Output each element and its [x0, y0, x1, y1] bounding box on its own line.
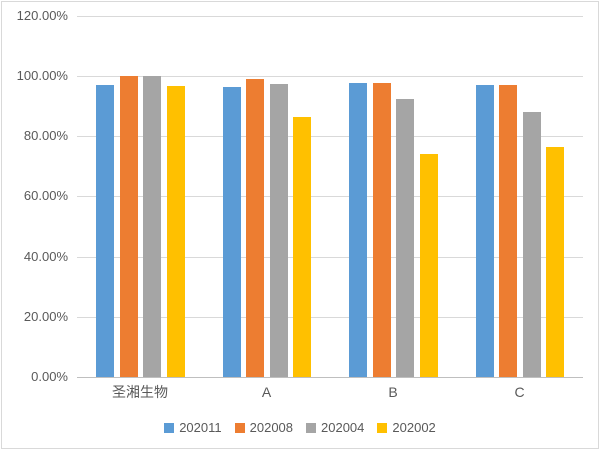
- bar-202002-3: [546, 146, 564, 377]
- bar-202002-1: [293, 116, 311, 377]
- gridline: [77, 196, 583, 198]
- gridline: [77, 76, 583, 77]
- bar-202011-0: [96, 84, 114, 377]
- gridline: [77, 15, 583, 17]
- legend-swatch-icon: [164, 423, 175, 433]
- bar-202002-0: [166, 85, 185, 377]
- legend-swatch-icon: [377, 423, 388, 433]
- x-axis-category-label: B: [388, 384, 398, 400]
- bar-202004-3: [522, 112, 541, 377]
- bar-202008-2: [372, 82, 391, 377]
- legend-item-202011: 202011: [164, 420, 222, 435]
- bar-202004-0: [143, 76, 161, 377]
- x-axis-category-label: A: [261, 384, 272, 400]
- y-axis-tick-label: 80.00%: [23, 128, 68, 144]
- legend-label: 202008: [249, 420, 294, 435]
- bar-202011-2: [349, 83, 367, 377]
- bar-202002-2: [419, 154, 438, 377]
- bar-202008-1: [246, 79, 264, 377]
- legend-swatch-icon: [306, 423, 317, 433]
- y-axis-tick-label: 100.00%: [16, 68, 68, 83]
- y-axis-tick-label: 20.00%: [23, 308, 68, 324]
- bar-202008-3: [499, 85, 517, 377]
- x-axis-category-label: C: [514, 384, 525, 400]
- bar-202011-1: [222, 87, 241, 377]
- gridline: [77, 136, 583, 138]
- legend-item-202004: 202004: [306, 421, 364, 435]
- legend-label: 202011: [179, 420, 222, 435]
- legend-item-202008: 202008: [234, 420, 294, 435]
- legend: 202011 202008 202004 202002: [0, 419, 600, 437]
- gridline: [77, 316, 583, 318]
- bar-202011-3: [475, 85, 494, 377]
- bar-202004-2: [396, 99, 414, 377]
- x-axis-category-label: 圣湘生物: [112, 384, 168, 400]
- bar-202004-1: [269, 84, 288, 377]
- legend-item-202002: 202002: [377, 420, 436, 435]
- y-axis-tick-label: 120.00%: [16, 7, 68, 23]
- y-axis-tick-label: 0.00%: [31, 369, 68, 384]
- y-axis-tick-label: 40.00%: [23, 248, 68, 264]
- gridline: [77, 256, 583, 258]
- y-axis-tick-label: 60.00%: [23, 188, 68, 204]
- x-axis-line: [77, 377, 583, 378]
- legend-swatch-icon: [234, 423, 245, 433]
- bar-202008-0: [119, 76, 138, 377]
- legend-label: 202004: [321, 420, 365, 435]
- legend-label: 202002: [392, 420, 436, 435]
